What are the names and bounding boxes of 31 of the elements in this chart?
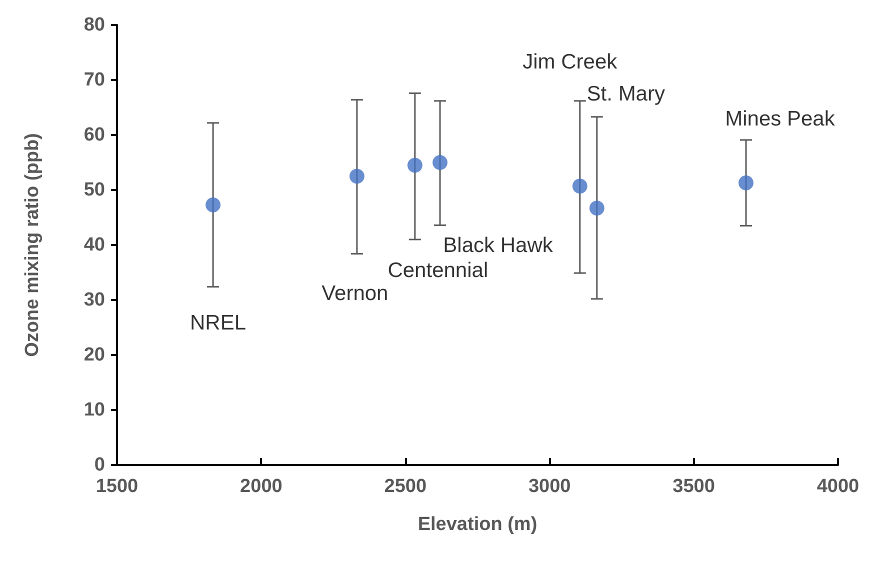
point [432, 155, 448, 170]
point [738, 175, 754, 190]
point [407, 158, 422, 173]
y-axis-title: Ozone mixing ratio (ppb) [22, 133, 43, 357]
y-tick-label: 40 [84, 234, 105, 256]
annotation: NREL [190, 311, 246, 334]
annotation: Vernon [322, 282, 388, 305]
point [589, 200, 604, 216]
y-tick-label: 50 [84, 180, 105, 200]
y-tick-label: 0 [94, 454, 105, 476]
point [206, 197, 221, 212]
annotation: Mines Peak [725, 107, 836, 130]
x-tick-label: 3000 [528, 476, 571, 497]
point [572, 178, 588, 194]
x-tick-label: 1500 [96, 476, 138, 497]
annotation: Jim Creek [522, 50, 618, 74]
annotation: Centennial [388, 258, 488, 282]
x-tick-label: 2500 [384, 476, 427, 497]
x-axis-title: Elevation (m) [418, 514, 538, 535]
y-tick-label: 30 [84, 290, 105, 310]
y-tick-label: 60 [84, 124, 105, 146]
x-tick-label: 4000 [816, 476, 860, 497]
y-tick-label: 70 [84, 70, 105, 90]
y-tick-label: 20 [84, 344, 105, 366]
annotation: Black Hawk [443, 234, 554, 257]
x-tick-label: 3500 [672, 476, 715, 497]
x-tick-label: 2000 [240, 476, 282, 497]
y-tick-label: 10 [84, 400, 105, 420]
y-tick-label: 80 [84, 14, 105, 36]
point [349, 168, 364, 184]
annotation: St. Mary [586, 82, 666, 106]
